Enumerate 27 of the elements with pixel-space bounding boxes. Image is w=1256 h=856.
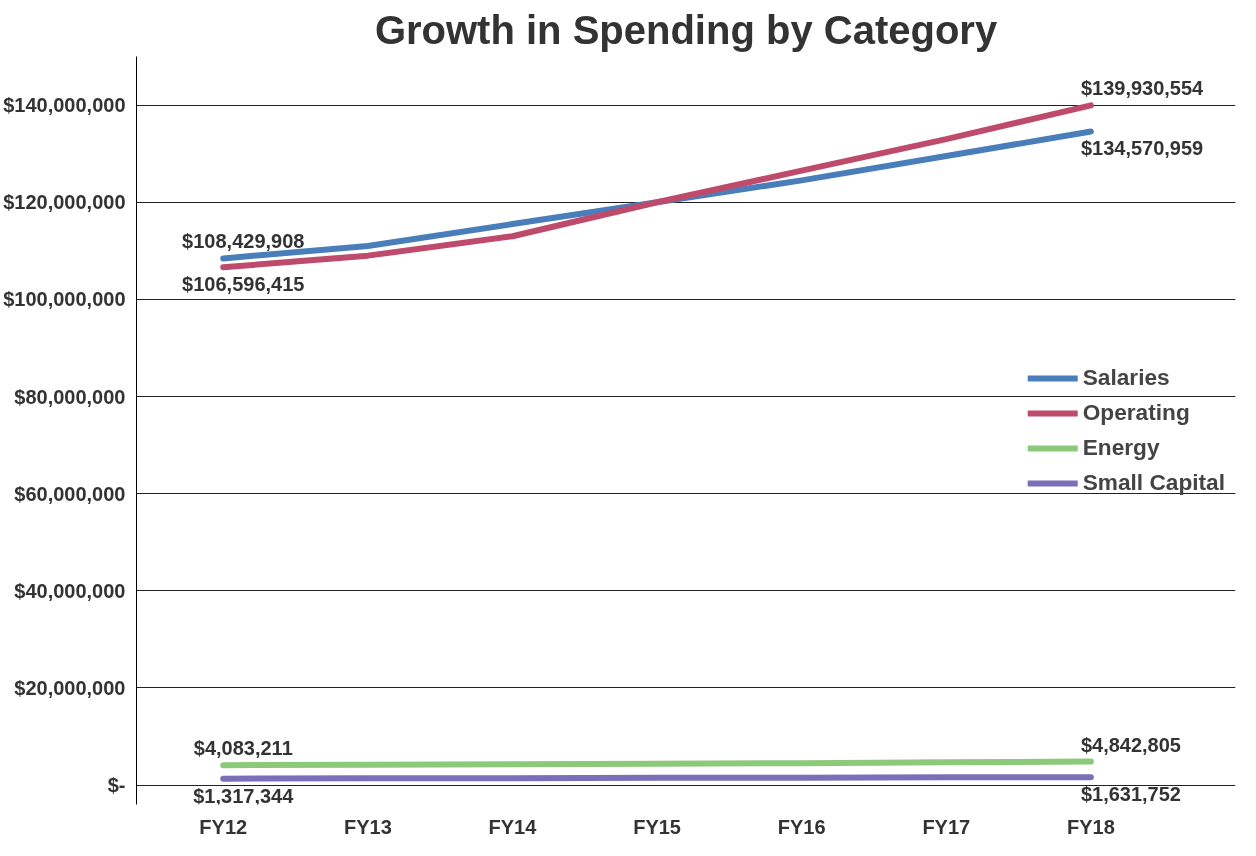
- x-tick-label: FY15: [633, 815, 681, 838]
- y-tick-label: $40,000,000: [14, 579, 126, 602]
- chart-title: Growth in Spending by Category: [374, 7, 998, 52]
- x-tick-label: FY14: [488, 815, 538, 838]
- x-tick-label: FY18: [1066, 815, 1115, 838]
- data-label: $134,570,959: [1080, 137, 1204, 160]
- data-label: $1,631,752: [1080, 783, 1181, 806]
- data-label: $139,930,554: [1080, 77, 1205, 100]
- data-label: $108,429,908: [182, 230, 305, 253]
- x-tick-label: FY13: [343, 815, 392, 838]
- data-label: $4,083,211: [193, 737, 293, 760]
- x-tick-label: FY16: [777, 815, 826, 838]
- y-tick-label: $-: [107, 774, 126, 797]
- y-tick-label: $60,000,000: [14, 482, 126, 505]
- y-tick-label: $100,000,000: [3, 288, 126, 311]
- x-tick-label: FY12: [199, 815, 248, 838]
- legend-label: Small Capital: [1082, 469, 1225, 496]
- y-tick-label: $80,000,000: [14, 385, 126, 408]
- y-tick-label: $120,000,000: [3, 191, 126, 214]
- x-tick-label: FY17: [922, 815, 971, 838]
- y-tick-label: $20,000,000: [14, 676, 126, 699]
- legend-label: Operating: [1082, 399, 1190, 426]
- y-tick-label: $140,000,000: [3, 94, 126, 117]
- data-label: $106,596,415: [182, 273, 305, 296]
- data-label: $4,842,805: [1080, 733, 1181, 756]
- legend-label: Salaries: [1082, 364, 1170, 391]
- legend-label: Energy: [1082, 434, 1160, 461]
